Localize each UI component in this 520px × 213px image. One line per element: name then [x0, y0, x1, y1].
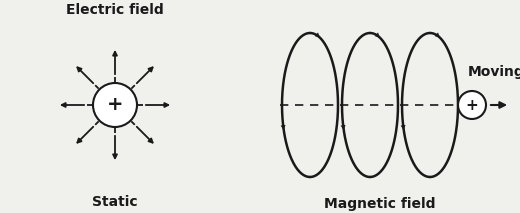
Circle shape — [458, 91, 486, 119]
Text: Static: Static — [92, 195, 138, 209]
Text: Moving: Moving — [467, 65, 520, 79]
Text: +: + — [465, 98, 478, 112]
Circle shape — [93, 83, 137, 127]
Text: Electric field: Electric field — [66, 3, 164, 17]
Text: +: + — [107, 95, 123, 115]
Text: Magnetic field: Magnetic field — [324, 197, 436, 211]
